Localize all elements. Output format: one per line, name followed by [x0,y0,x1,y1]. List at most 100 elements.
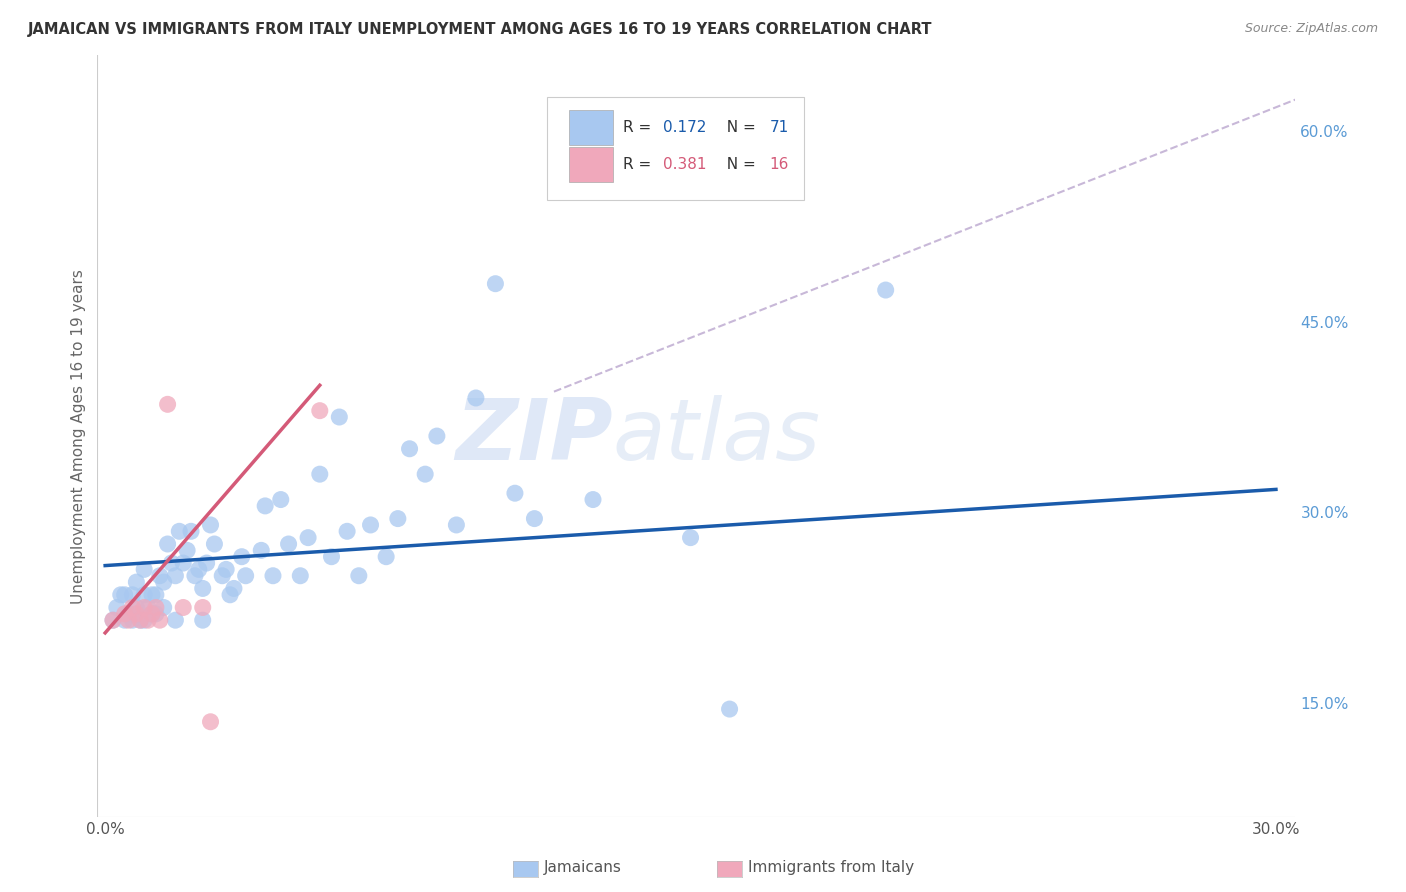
Point [191,582,214,596]
Point [105,600,128,615]
Text: N =: N = [717,157,761,171]
Point [165,613,187,627]
Point [446,518,468,533]
Point [121,613,143,627]
Point [426,429,449,443]
Point [101,613,124,627]
Text: R =: R = [623,157,657,171]
Point [387,511,409,525]
FancyBboxPatch shape [547,97,804,200]
Text: 16: 16 [769,157,789,171]
Point [180,524,202,539]
Point [200,518,222,533]
Point [125,575,148,590]
Point [523,511,546,525]
Point [141,607,163,621]
Text: Source: ZipAtlas.com: Source: ZipAtlas.com [1244,22,1378,36]
Text: Immigrants from Italy: Immigrants from Italy [748,861,914,875]
Point [308,467,330,482]
Point [328,410,350,425]
Point [149,613,172,627]
Point [187,562,209,576]
Text: 0.381: 0.381 [662,157,706,171]
Point [191,613,214,627]
Point [152,600,174,615]
Point [336,524,359,539]
Point [172,600,194,615]
Point [141,588,163,602]
Point [145,600,167,615]
Point [277,537,299,551]
Point [582,492,605,507]
Point [145,588,167,602]
Point [200,714,222,729]
Text: R =: R = [623,120,657,135]
Point [718,702,741,716]
FancyBboxPatch shape [569,146,613,182]
Point [114,588,136,602]
Point [191,600,214,615]
Point [270,492,292,507]
Point [110,588,132,602]
Point [152,575,174,590]
Point [156,397,179,411]
Point [308,403,330,417]
Point [136,613,159,627]
Point [117,613,139,627]
Point [398,442,420,456]
Point [136,600,159,615]
Point [484,277,506,291]
Point [413,467,436,482]
Point [290,568,312,582]
Point [134,600,156,615]
Point [165,568,187,582]
Text: 71: 71 [769,120,789,135]
Point [321,549,343,564]
Point [679,531,702,545]
Text: N =: N = [717,120,761,135]
Point [262,568,284,582]
Text: Jamaicans: Jamaicans [544,861,621,875]
Point [125,607,148,621]
Point [129,613,152,627]
Point [215,562,238,576]
Point [134,588,156,602]
FancyBboxPatch shape [569,110,613,145]
Point [360,518,382,533]
Point [254,499,277,513]
Point [160,556,183,570]
Point [176,543,198,558]
Point [141,607,163,621]
Point [503,486,526,500]
Point [172,556,194,570]
Point [156,537,179,551]
Point [145,607,167,621]
Point [184,568,207,582]
Point [347,568,370,582]
Point [297,531,319,545]
Point [235,568,257,582]
Point [125,600,148,615]
Point [134,562,156,576]
Point [875,283,897,297]
Point [114,607,136,621]
Point [149,568,172,582]
Text: 0.172: 0.172 [662,120,706,135]
Text: atlas: atlas [613,394,821,477]
Point [204,537,226,551]
Point [375,549,398,564]
Point [219,588,242,602]
Point [101,613,124,627]
Point [129,613,152,627]
Point [169,524,191,539]
Point [121,600,143,615]
Y-axis label: Unemployment Among Ages 16 to 19 years: Unemployment Among Ages 16 to 19 years [72,268,86,604]
Point [211,568,233,582]
Point [231,549,253,564]
Point [117,607,139,621]
Point [250,543,273,558]
Point [222,582,245,596]
Point [195,556,218,570]
Point [114,613,136,627]
Text: JAMAICAN VS IMMIGRANTS FROM ITALY UNEMPLOYMENT AMONG AGES 16 TO 19 YEARS CORRELA: JAMAICAN VS IMMIGRANTS FROM ITALY UNEMPL… [28,22,932,37]
